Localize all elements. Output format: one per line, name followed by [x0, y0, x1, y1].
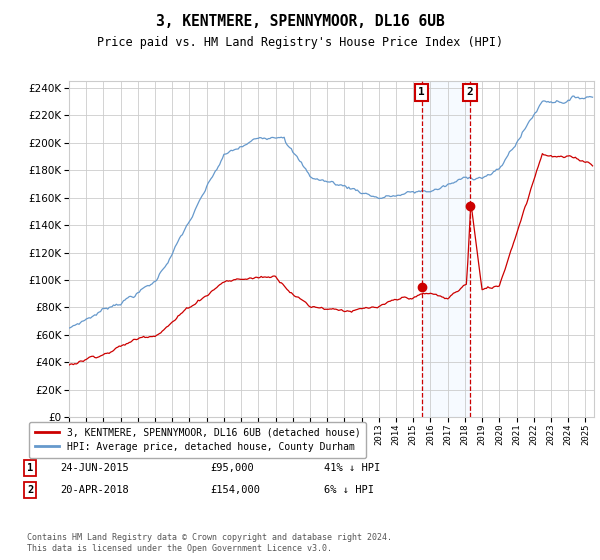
Text: £154,000: £154,000: [210, 485, 260, 495]
Text: 24-JUN-2015: 24-JUN-2015: [60, 463, 129, 473]
Text: 6% ↓ HPI: 6% ↓ HPI: [324, 485, 374, 495]
Text: 2: 2: [467, 87, 473, 97]
Text: £95,000: £95,000: [210, 463, 254, 473]
Text: 2: 2: [27, 485, 33, 495]
Text: 41% ↓ HPI: 41% ↓ HPI: [324, 463, 380, 473]
Text: Price paid vs. HM Land Registry's House Price Index (HPI): Price paid vs. HM Land Registry's House …: [97, 36, 503, 49]
Bar: [422, 81, 470, 417]
Text: 1: 1: [418, 87, 425, 97]
Text: 3, KENTMERE, SPENNYMOOR, DL16 6UB: 3, KENTMERE, SPENNYMOOR, DL16 6UB: [155, 14, 445, 29]
Legend: 3, KENTMERE, SPENNYMOOR, DL16 6UB (detached house), HPI: Average price, detached: 3, KENTMERE, SPENNYMOOR, DL16 6UB (detac…: [29, 422, 367, 458]
Text: 1: 1: [27, 463, 33, 473]
Text: Contains HM Land Registry data © Crown copyright and database right 2024.
This d: Contains HM Land Registry data © Crown c…: [27, 533, 392, 553]
Text: 20-APR-2018: 20-APR-2018: [60, 485, 129, 495]
